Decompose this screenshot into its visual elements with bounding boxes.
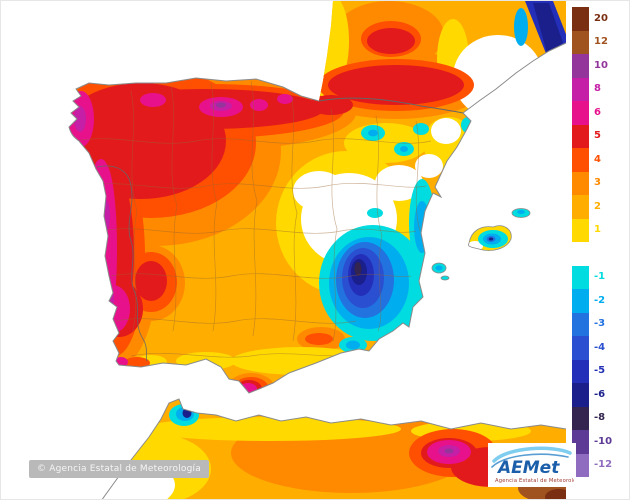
legend-row: -10 [572,430,612,454]
coastline [68,42,567,394]
legend-row: 5 [572,124,612,148]
logo-swoosh-underline-icon [491,453,569,468]
legend-value: 5 [594,130,601,142]
legend-value: -5 [594,365,606,377]
legend-swatch [572,54,589,78]
legend-swatch [572,171,589,195]
logo-subtitle-text: Agencia Estatal de Meteorología [495,477,574,484]
legend-swatch [572,383,589,407]
legend-row: -8 [572,406,612,430]
legend-swatch [572,101,589,125]
logo-brand-text: AEMet [496,458,560,478]
legend-row: -3 [572,312,612,336]
legend-swatch [572,242,589,266]
legend-swatch [572,289,589,313]
legend-value: 3 [594,177,601,189]
legend-value: -6 [594,388,606,400]
legend-row: 10 [572,54,612,78]
legend-row: 1 [572,218,612,242]
legend-swatch [572,148,589,172]
legend: 20 12 10 8 6 5 4 3 2 1 -1 -2 -3 -4 -5 -6 -8 -10 -12 [572,7,612,477]
legend-swatch [572,7,589,31]
legend-value: -12 [594,459,613,471]
aemet-logo: AEMet Agencia Estatal de Meteorología [488,443,576,487]
legend-value: 20 [594,12,608,24]
legend-value: 12 [594,36,608,48]
legend-value: 6 [594,106,601,118]
temperature-variation-map [68,1,567,499]
legend-row: -6 [572,383,612,407]
legend-row: 4 [572,148,612,172]
legend-swatch [572,453,589,477]
legend-value: -2 [594,294,606,306]
legend-swatch [572,77,589,101]
legend-row: 8 [572,77,612,101]
national-borders [96,97,464,362]
legend-row: -4 [572,336,612,360]
legend-row: 20 [572,7,612,31]
legend-swatch [572,195,589,219]
legend-row [572,242,612,266]
legend-swatch [572,336,589,360]
legend-value: -8 [594,412,606,424]
legend-value: -1 [594,271,606,283]
copyright-notice: © Agencia Estatal de Meteorología [29,460,209,478]
legend-swatch [572,406,589,430]
legend-swatch [572,265,589,289]
aemet-logo-graphic: AEMet Agencia Estatal de Meteorología [491,446,574,484]
legend-value: 4 [594,153,601,165]
legend-value: 8 [594,83,601,95]
province-boundaries [75,80,432,358]
legend-row: 6 [572,101,612,125]
logo-swoosh-icon [492,446,572,463]
legend-value: 10 [594,59,608,71]
legend-swatch [572,359,589,383]
legend-swatch [572,312,589,336]
legend-row: -5 [572,359,612,383]
legend-row: -2 [572,289,612,313]
legend-row: -12 [572,453,613,477]
legend-row: 3 [572,171,612,195]
legend-value: 2 [594,200,601,212]
legend-row: -1 [572,265,612,289]
legend-row: 2 [572,195,612,219]
balearic-islands [431,208,531,281]
legend-swatch [572,124,589,148]
legend-value: 1 [594,224,601,236]
legend-value: -3 [594,318,606,330]
legend-value: -10 [594,435,613,447]
legend-swatch [572,430,589,454]
legend-value: -4 [594,341,606,353]
iberia-fill-layers [69,1,566,393]
africa-coastline [101,398,567,499]
legend-swatch [572,218,589,242]
legend-row: 12 [572,30,612,54]
legend-swatch [572,30,589,54]
